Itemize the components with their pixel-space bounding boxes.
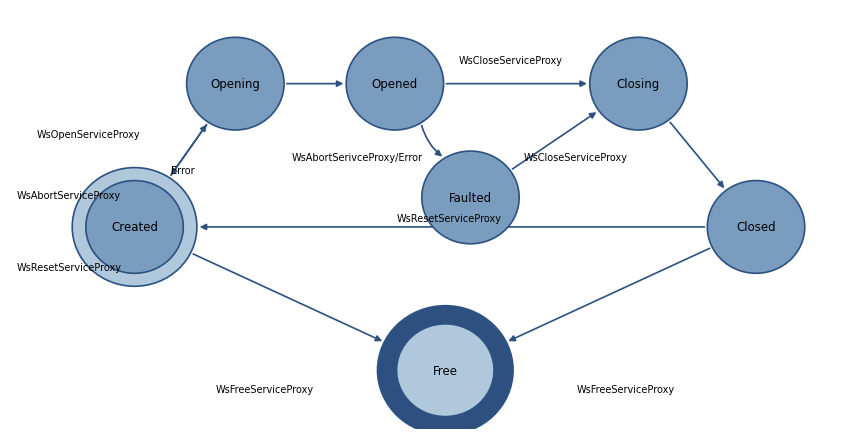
Text: WsAbortServiceProxy: WsAbortServiceProxy: [17, 191, 121, 201]
Text: Error: Error: [171, 166, 195, 176]
Ellipse shape: [397, 324, 494, 417]
Text: Opening: Opening: [211, 78, 261, 91]
Text: Faulted: Faulted: [449, 191, 492, 205]
Text: WsResetServiceProxy: WsResetServiceProxy: [397, 214, 502, 224]
FancyArrowPatch shape: [80, 245, 96, 263]
Text: WsFreeServiceProxy: WsFreeServiceProxy: [216, 384, 314, 394]
Text: Closing: Closing: [617, 78, 660, 91]
Text: WsResetServiceProxy: WsResetServiceProxy: [17, 262, 122, 272]
Ellipse shape: [72, 168, 197, 286]
Text: Created: Created: [111, 221, 158, 234]
Ellipse shape: [422, 152, 519, 244]
Ellipse shape: [86, 181, 183, 274]
FancyArrowPatch shape: [81, 191, 96, 212]
Ellipse shape: [590, 38, 687, 131]
Text: Closed: Closed: [736, 221, 776, 234]
Text: Free: Free: [433, 364, 458, 377]
Text: WsAbortSerivceProxy/Error: WsAbortSerivceProxy/Error: [291, 153, 423, 163]
Text: WsCloseServiceProxy: WsCloseServiceProxy: [458, 57, 563, 66]
Text: WsOpenServiceProxy: WsOpenServiceProxy: [37, 130, 141, 140]
Text: WsCloseServiceProxy: WsCloseServiceProxy: [524, 153, 627, 163]
Text: WsFreeServiceProxy: WsFreeServiceProxy: [577, 384, 675, 394]
Ellipse shape: [707, 181, 805, 274]
Ellipse shape: [187, 38, 284, 131]
Ellipse shape: [346, 38, 444, 131]
Ellipse shape: [378, 307, 512, 434]
Text: Opened: Opened: [372, 78, 418, 91]
